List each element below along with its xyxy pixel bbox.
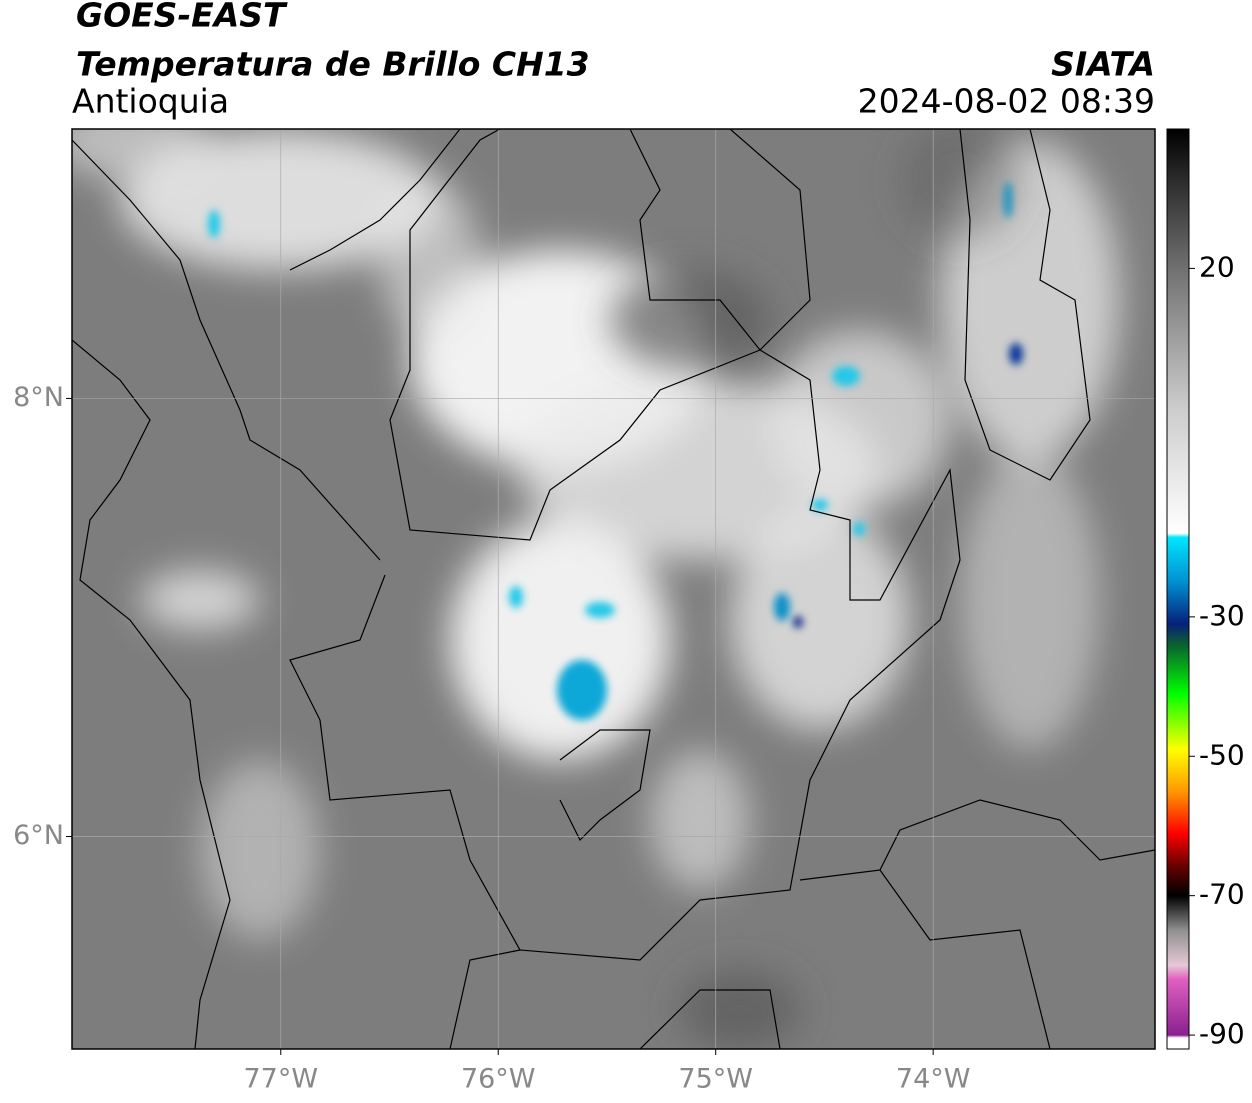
- datetime: 2024-08-02 08:39: [858, 82, 1155, 121]
- borders: [72, 129, 1155, 1049]
- region: Antioquia: [72, 82, 229, 121]
- source: SIATA: [1051, 45, 1155, 84]
- graticule: [72, 129, 1155, 1049]
- colorbar-tick-label: -70: [1199, 878, 1245, 911]
- lon-tick-label: 74°W: [896, 1064, 971, 1095]
- lat-tick-label: 8°N: [13, 382, 64, 413]
- lon-tick-label: 77°W: [243, 1064, 318, 1095]
- map-frame: [71, 128, 1156, 1050]
- lon-tick-label: 75°W: [678, 1064, 753, 1095]
- colorbar-tick-label: 20: [1199, 250, 1235, 283]
- lon-tick-label: 76°W: [461, 1064, 536, 1095]
- lat-tick-label: 6°N: [13, 820, 64, 851]
- title: GOES-EAST: [76, 0, 288, 35]
- colorbar-tick-label: -50: [1199, 738, 1245, 771]
- subtitle: Temperatura de Brillo CH13: [76, 45, 590, 84]
- colorbar-tick-label: -90: [1199, 1017, 1245, 1050]
- satellite-image: [72, 129, 1155, 1049]
- colorbar: [1166, 128, 1190, 1050]
- colorbar-tick-label: -30: [1199, 599, 1245, 632]
